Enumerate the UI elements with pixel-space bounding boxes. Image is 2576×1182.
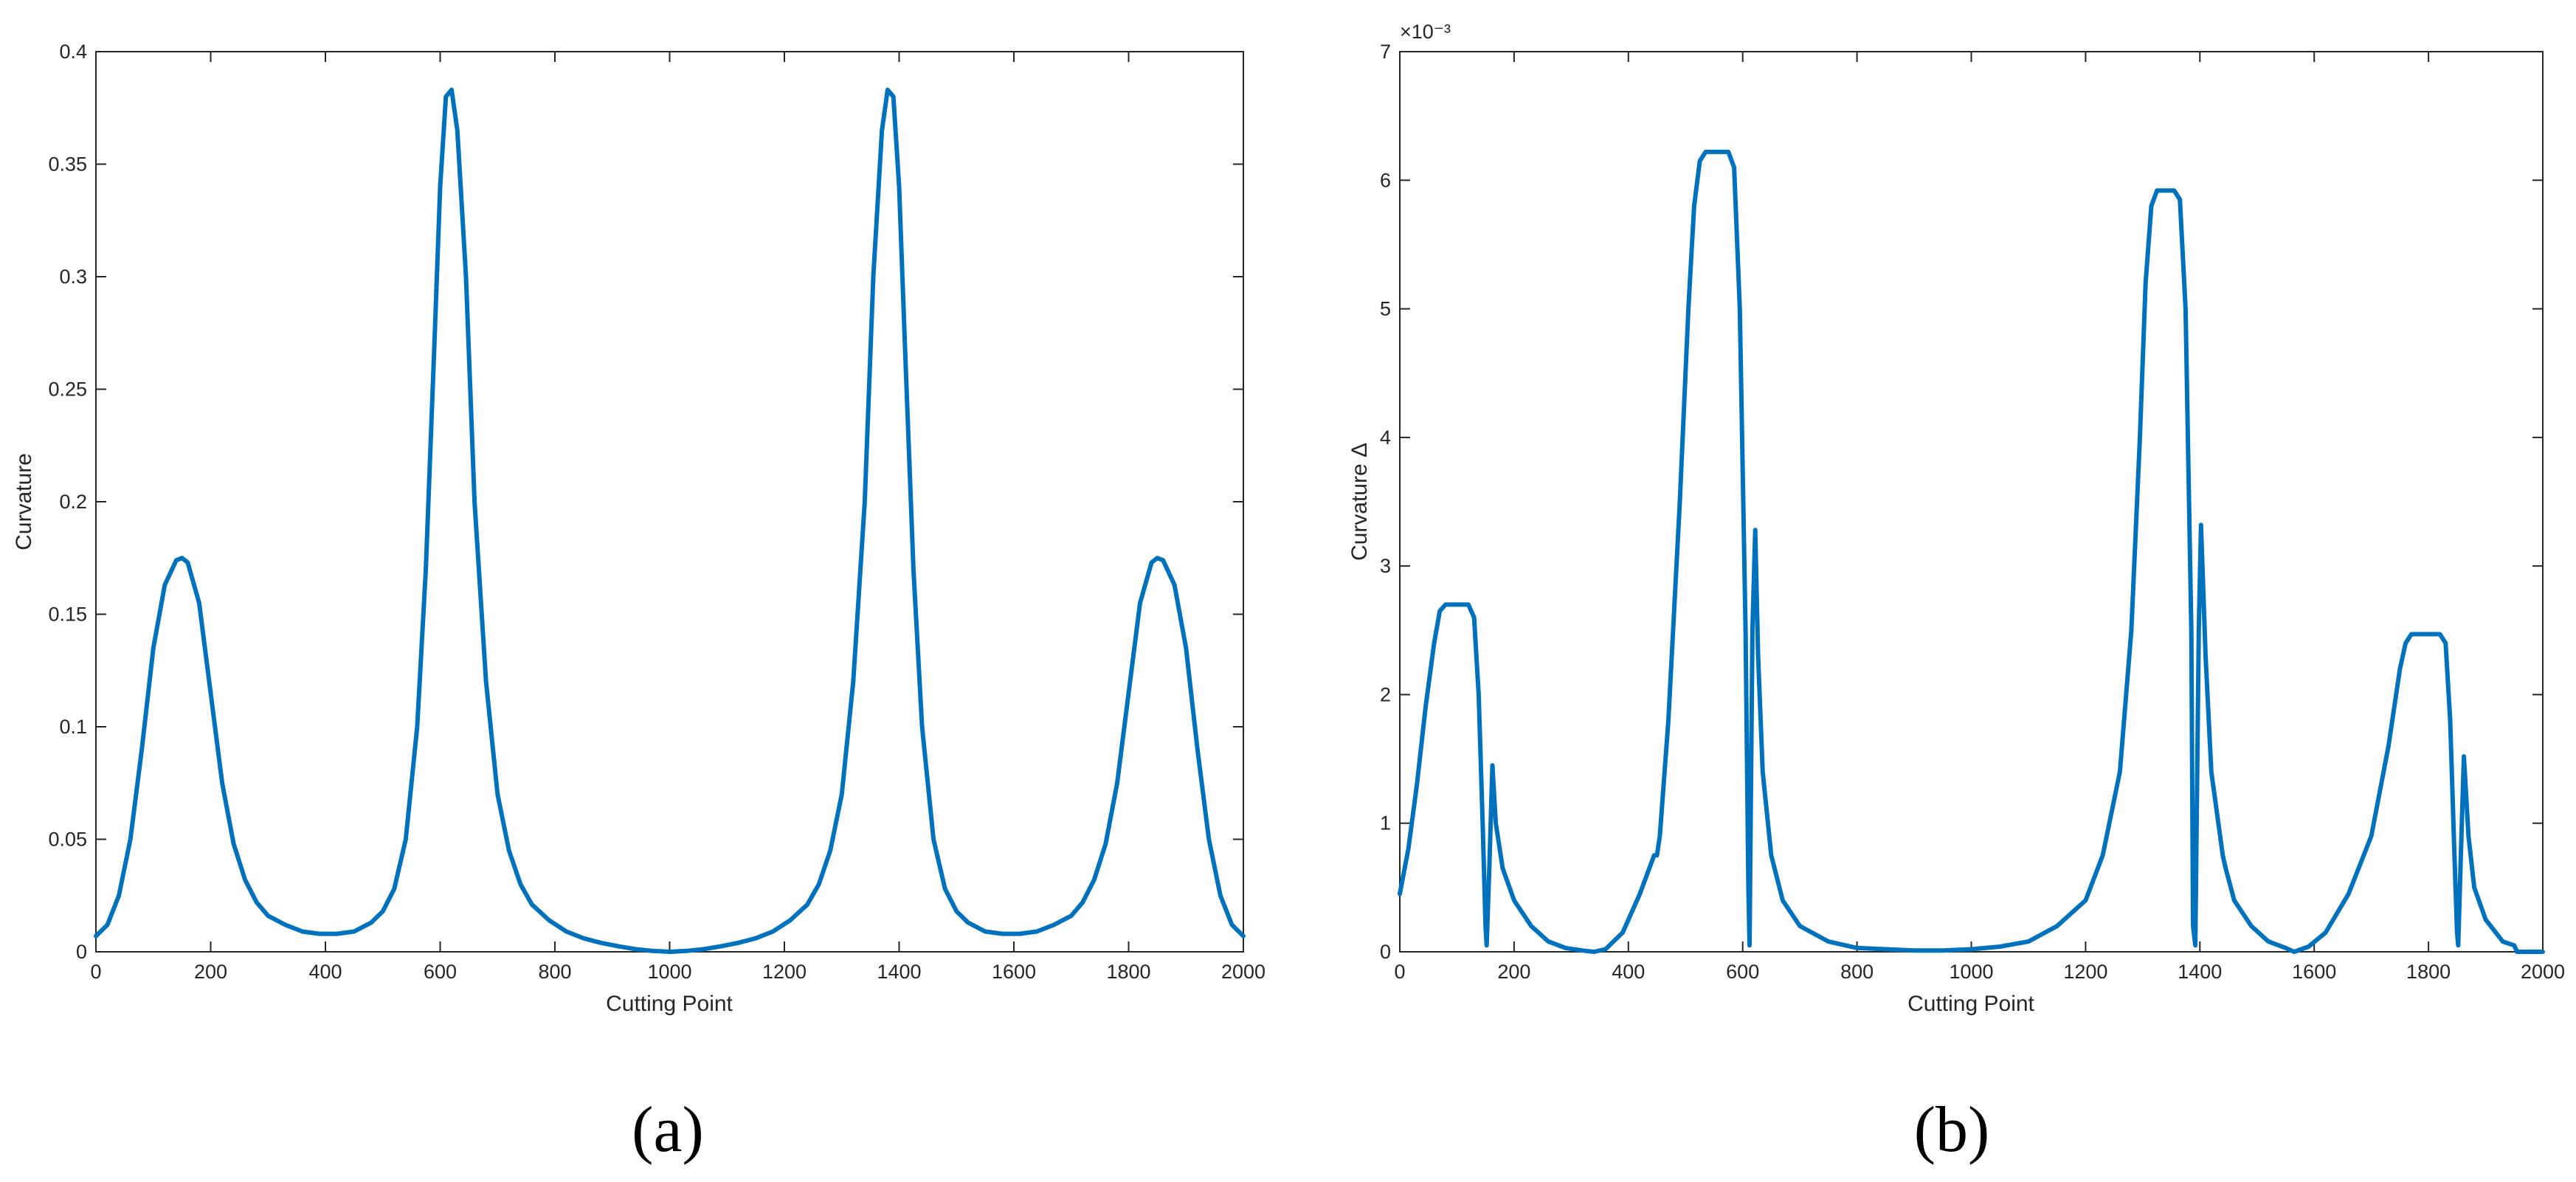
- x-tick-label: 200: [194, 961, 227, 983]
- series-line-curvature: [94, 87, 1246, 954]
- y-tick-label: 0: [76, 941, 87, 963]
- x-tick-label: 1000: [647, 961, 691, 983]
- x-tick-label: 1800: [2406, 961, 2451, 983]
- x-tick-label: 400: [308, 961, 342, 983]
- panel-a: 0 200 400 600 800 1000 1200 1400 1600 1800 2000 0 0.…: [12, 41, 1265, 1166]
- x-tick-label: 800: [538, 961, 571, 983]
- panel-label-b: (b): [1914, 1094, 1990, 1166]
- x-tick-label: 1200: [762, 961, 807, 983]
- y-axis-label-a: Curvature: [12, 453, 36, 550]
- x-tick-label: 200: [1497, 961, 1530, 983]
- x-tick-label: 1600: [2292, 961, 2336, 983]
- x-tick-label: 2000: [2521, 961, 2565, 983]
- panel-label-a: (a): [632, 1094, 704, 1166]
- x-tick-label: 2000: [1221, 961, 1265, 983]
- y-tick-label: 6: [1380, 169, 1391, 191]
- y-tick-label: 0.4: [59, 41, 87, 63]
- x-axis-label-a: Cutting Point: [606, 992, 733, 1016]
- y-tick-label: 4: [1380, 426, 1391, 449]
- x-tick-label: 1800: [1106, 961, 1150, 983]
- y-tick-label: 0.35: [48, 153, 87, 176]
- y-tick-label: 0: [1380, 941, 1391, 963]
- x-tick-label: 0: [1394, 961, 1405, 983]
- x-tick-label: 600: [1726, 961, 1759, 983]
- axes-box-b: [1399, 51, 2544, 953]
- panel-b: 0 200 400 600 800 1000 1200 1400 1600 1800 2000 0 1 2…: [1347, 21, 2565, 1166]
- x-tick-label: 400: [1612, 961, 1645, 983]
- x-tick-label: 600: [424, 961, 457, 983]
- y-tick-label: 7: [1380, 41, 1391, 63]
- x-tick-label: 800: [1840, 961, 1874, 983]
- x-tick-label: 1000: [1949, 961, 1993, 983]
- y-tick-label: 0.05: [48, 829, 87, 851]
- series-line-curvature-delta: [1398, 149, 2545, 954]
- y-tick-label: 2: [1380, 683, 1391, 705]
- y-tick-label: 0.1: [59, 716, 87, 738]
- x-axis-label-b: Cutting Point: [1907, 992, 2034, 1016]
- y-tick-label: 5: [1380, 298, 1391, 320]
- axes-box-a: [95, 51, 1244, 953]
- y-tick-label: 0.15: [48, 604, 87, 626]
- x-tick-label: 1600: [992, 961, 1036, 983]
- y-tick-label: 3: [1380, 555, 1391, 577]
- y-axis-exponent-b: ×10⁻³: [1400, 21, 1451, 43]
- y-tick-label: 0.25: [48, 379, 87, 401]
- x-tick-label: 1400: [877, 961, 921, 983]
- y-axis-label-b: Curvature Δ: [1347, 443, 1372, 561]
- tick-group-a: 0 200 400 600 800 1000 1200 1400 1600 1800 2000 0 0.…: [48, 41, 1265, 983]
- x-tick-label: 1200: [2063, 961, 2107, 983]
- x-tick-label: 1400: [2178, 961, 2222, 983]
- tick-group-b: 0 200 400 600 800 1000 1200 1400 1600 1800 2000 0 1 2…: [1380, 41, 2565, 983]
- x-tick-label: 0: [90, 961, 101, 983]
- y-tick-label: 0.2: [59, 491, 87, 513]
- y-tick-label: 0.3: [59, 266, 87, 288]
- y-tick-label: 1: [1380, 812, 1391, 834]
